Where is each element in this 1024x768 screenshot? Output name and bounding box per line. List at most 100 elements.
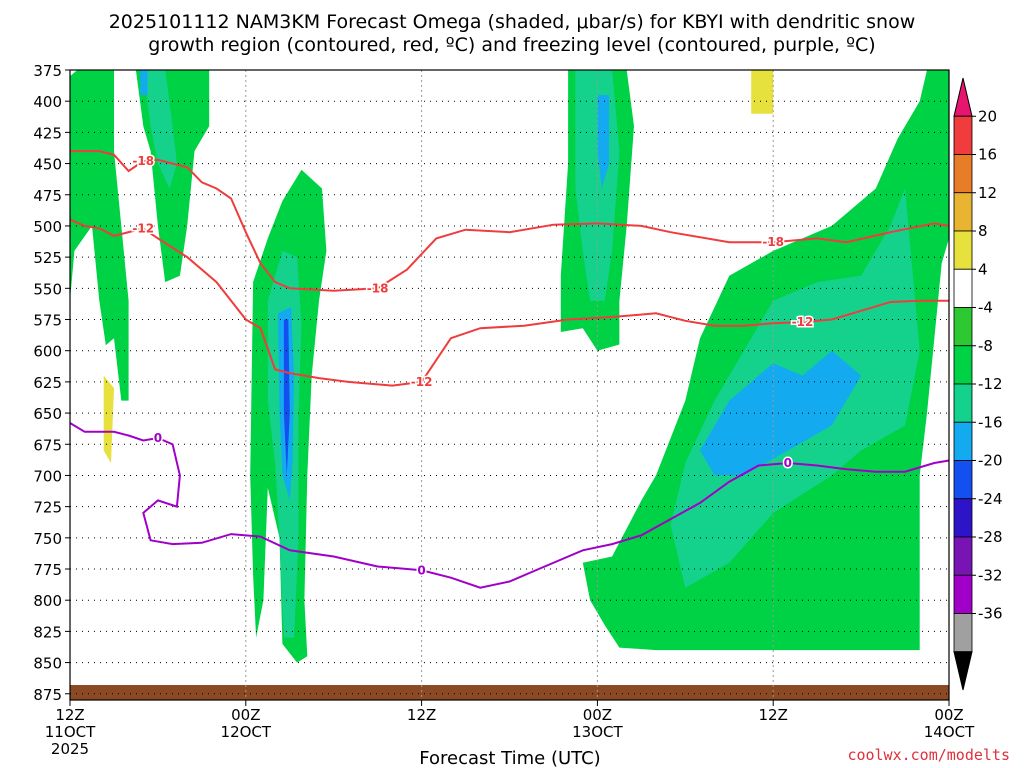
contour-label: 0 bbox=[417, 563, 425, 577]
contour-label: 0 bbox=[154, 431, 162, 445]
y-tick-label: 600 bbox=[33, 343, 62, 361]
colorbar-bin bbox=[953, 115, 973, 155]
y-tick-label: 425 bbox=[33, 124, 62, 142]
y-tick-label: 575 bbox=[33, 312, 62, 330]
omega-region-19 bbox=[543, 406, 569, 513]
colorbar-bin bbox=[953, 574, 973, 614]
contour-label: -12 bbox=[411, 375, 433, 389]
credit-text: coolwx.com/modelts bbox=[847, 746, 1010, 764]
omega-region-18 bbox=[458, 487, 495, 557]
omega-region-3 bbox=[140, 70, 148, 95]
y-tick-label: 875 bbox=[33, 686, 62, 704]
x-tick-label: 00Z bbox=[934, 706, 963, 724]
contour-label: -18 bbox=[762, 235, 784, 249]
omega-region-10 bbox=[597, 95, 610, 189]
x-tick-label: 12Z bbox=[407, 706, 436, 724]
colorbar-bin bbox=[953, 536, 973, 576]
y-tick-label: 650 bbox=[33, 405, 62, 423]
colorbar-bin bbox=[953, 307, 973, 347]
y-tick-label: 850 bbox=[33, 655, 62, 673]
omega-region-22 bbox=[927, 375, 949, 501]
colorbar-label: 8 bbox=[978, 222, 988, 240]
contour-label: -18 bbox=[367, 281, 389, 295]
y-tick-label: 775 bbox=[33, 561, 62, 579]
colorbar-label: -8 bbox=[978, 337, 993, 355]
colorbar-bin bbox=[953, 192, 973, 232]
y-tick-label: 800 bbox=[33, 592, 62, 610]
y-tick-label: 500 bbox=[33, 218, 62, 236]
plot-area: -18 -18 -18 -12 -12 -12 0 0 0 bbox=[69, 69, 950, 701]
colorbar-bin bbox=[953, 421, 973, 461]
contour-label: -18 bbox=[132, 154, 154, 168]
omega-region-20 bbox=[721, 70, 832, 164]
colorbar-bin bbox=[953, 613, 973, 653]
colorbar-label: 16 bbox=[978, 146, 997, 164]
ground-bar bbox=[70, 685, 949, 700]
colorbar-bin bbox=[953, 345, 973, 385]
contour-line--18 bbox=[70, 150, 950, 292]
colorbar-bin bbox=[953, 154, 973, 194]
colorbar-bin bbox=[953, 268, 973, 308]
y-tick-label: 450 bbox=[33, 156, 62, 174]
omega-region-16 bbox=[155, 275, 180, 426]
omega-region-0 bbox=[70, 70, 129, 401]
colorbar-label: -24 bbox=[978, 490, 1003, 508]
contour-line--12 bbox=[69, 218, 949, 387]
colorbar-bin bbox=[953, 383, 973, 423]
y-tick-label: 675 bbox=[33, 436, 62, 454]
y-tick-label: 725 bbox=[33, 499, 62, 517]
colorbar-bin bbox=[953, 460, 973, 500]
x-tick-label: 12Z bbox=[55, 706, 84, 724]
colorbar-top-arrow bbox=[953, 77, 973, 117]
contour-label: -12 bbox=[132, 221, 154, 235]
x-tick-label: 11OCT bbox=[45, 723, 96, 741]
x-tick-label: 12OCT bbox=[221, 723, 272, 741]
colorbar-label: 4 bbox=[978, 260, 988, 278]
colorbar-bin bbox=[953, 498, 973, 538]
chart-title-line2: growth region (contoured, red, ºC) and f… bbox=[148, 34, 875, 56]
x-tick-label: 00Z bbox=[231, 706, 260, 724]
y-tick-label: 475 bbox=[33, 187, 62, 205]
y-tick-label: 750 bbox=[33, 530, 62, 548]
y-tick-label: 525 bbox=[33, 249, 62, 267]
y-tick-label: 400 bbox=[33, 93, 62, 111]
x-axis-label: Forecast Time (UTC) bbox=[419, 748, 600, 768]
contour-label: -12 bbox=[792, 315, 814, 329]
omega-region-7 bbox=[283, 319, 290, 476]
colorbar-label: -4 bbox=[978, 299, 993, 317]
x-tick-label: 00Z bbox=[583, 706, 612, 724]
y-tick-label: 550 bbox=[33, 280, 62, 298]
x-tick-label: 13OCT bbox=[572, 723, 623, 741]
colorbar-label: -16 bbox=[978, 413, 1003, 431]
omega-region-2 bbox=[143, 70, 177, 189]
chart-title-line1: 2025101112 NAM3KM Forecast Omega (shaded… bbox=[109, 11, 916, 33]
ground-surface bbox=[70, 685, 949, 700]
y-tick-label: 375 bbox=[33, 62, 62, 80]
contour-line-0 bbox=[69, 422, 950, 589]
colorbar-bin bbox=[953, 230, 973, 270]
colorbar-bottom-arrow bbox=[953, 651, 973, 691]
omega-region-15 bbox=[103, 375, 114, 463]
x-tick-label: 2025 bbox=[51, 740, 89, 758]
plot-frame bbox=[69, 69, 950, 701]
colorbar-label: -20 bbox=[978, 452, 1003, 470]
colorbar-label: -36 bbox=[978, 605, 1003, 623]
x-tick-label: 14OCT bbox=[924, 723, 975, 741]
x-tick-label: 12Z bbox=[759, 706, 788, 724]
y-tick-label: 700 bbox=[33, 467, 62, 485]
contour-label: 0 bbox=[784, 456, 792, 470]
y-axis-ticks: 375 400 425 450 475 500 525 550 575 600 625 650 675 7… bbox=[33, 62, 70, 704]
y-tick-label: 625 bbox=[33, 374, 62, 392]
colorbar-label: 20 bbox=[978, 107, 997, 125]
colorbar-label: -32 bbox=[978, 566, 1003, 584]
y-tick-label: 825 bbox=[33, 623, 62, 641]
omega-region-23 bbox=[538, 70, 569, 127]
colorbar-label: -12 bbox=[978, 375, 1003, 393]
colorbar-label: 12 bbox=[978, 184, 997, 202]
colorbar: 20 16 12 8 4 -4 -8 -12 -16 -20 -24 -28 -32 -36 bbox=[953, 77, 1003, 691]
omega-region-21 bbox=[751, 70, 774, 114]
colorbar-label: -28 bbox=[978, 528, 1003, 546]
temperature-contours: -18 -18 -18 -12 -12 -12 0 0 0 bbox=[69, 150, 950, 589]
